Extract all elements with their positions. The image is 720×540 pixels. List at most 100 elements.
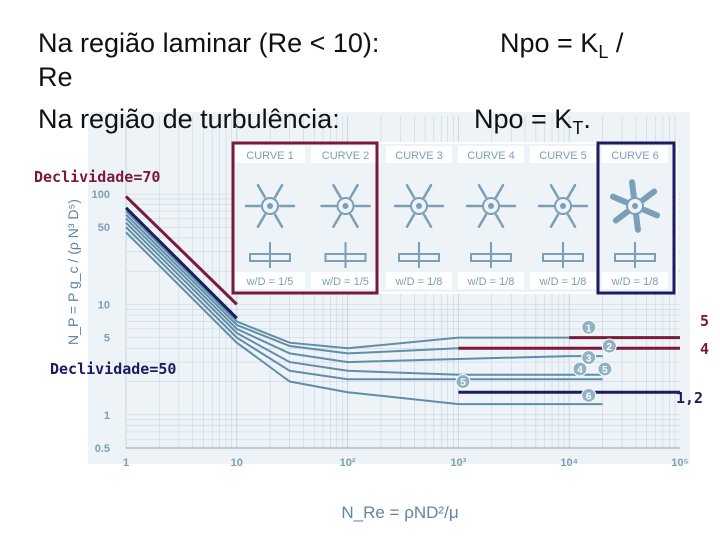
axis-labels: N_Re = ρND²/μ N_P = P g_c / (ρ N³ D⁵) (65, 199, 459, 522)
laminar-label: Na região laminar (Re < 10): (38, 28, 380, 58)
impeller-blade-icon (629, 179, 637, 200)
impeller-hub-icon (482, 197, 500, 215)
impeller-blade-icon (566, 183, 577, 199)
impeller-ratio-label: w/D = 1/8 (395, 276, 443, 288)
impeller-side-blade-icon (249, 253, 291, 262)
header-line-1: Na região laminar (Re < 10): (38, 28, 379, 58)
impeller-ratio-box (530, 272, 596, 289)
curve-marker (601, 338, 617, 354)
x-tick-label: 1 (123, 457, 129, 469)
curve-marker-label: 4 (577, 365, 583, 376)
impeller-blade-icon (332, 213, 342, 229)
curve-marker-label: 3 (586, 354, 592, 365)
header-line-1-right: Npo = KL / (500, 28, 623, 67)
curve-marker (597, 361, 613, 377)
turbulent-formula-suffix: . (583, 104, 591, 134)
impeller-group-highlight-red (231, 141, 379, 295)
laminar-re: Re (38, 62, 73, 92)
y-tick-label: 5 (104, 333, 110, 345)
curve-marker-label: 5 (460, 378, 466, 389)
turbulent-formula-sub: T (572, 118, 584, 138)
impeller-curve-label: CURVE 4 (467, 150, 514, 162)
impeller-blade-icon (609, 193, 629, 206)
impeller-shaft-icon (488, 203, 494, 209)
impeller-side-blade-icon (542, 253, 584, 262)
impeller-panel-bg (232, 142, 678, 294)
impeller-blade-icon (422, 183, 433, 199)
overlay-line (124, 206, 238, 320)
y-tick-label: 1 (104, 410, 110, 422)
impeller-curve-label: CURVE 1 (246, 150, 293, 162)
curve-marker (572, 361, 588, 377)
impeller-group-highlight-navy (596, 141, 676, 295)
curve-marker (581, 319, 597, 335)
impeller-ratio-box (386, 272, 452, 289)
impeller-header-box (311, 146, 380, 163)
impeller-header-box (530, 146, 596, 163)
curve-marker (455, 374, 471, 390)
laminar-formula: Npo = K (500, 28, 599, 58)
impeller-ratio-label: w/D = 1/5 (246, 276, 294, 288)
x-tick-label: 10 (231, 457, 243, 469)
x-axis-label: N_Re = ρND²/μ (341, 503, 458, 522)
impeller-ratio-label: w/D = 1/8 (539, 276, 587, 288)
x-tick-label: 10² (340, 457, 356, 469)
curve-marker (581, 387, 597, 403)
impeller-blade-icon (256, 183, 267, 199)
impeller-curve-label: CURVE 3 (395, 150, 442, 162)
header-line-3-right: Npo = KT. (474, 104, 591, 143)
laminar-formula-suffix: / (608, 28, 624, 58)
slope-70-label: Declividade=70 (34, 168, 161, 186)
impeller-shaft-icon (632, 203, 638, 209)
impeller-blade-icon (549, 183, 560, 199)
impeller-blade-icon (332, 183, 342, 199)
impeller-blade-icon (405, 183, 416, 199)
impeller-ratio-label: w/D = 1/8 (611, 276, 659, 288)
curve-markers: 1 2 34 5 5 6 (455, 319, 617, 403)
x-tick-label: 10⁴ (560, 457, 578, 469)
impeller-blade-icon (477, 213, 488, 229)
axis-ticks: 1 10 10² 10³ 10⁴ 10⁵ 0.5 1 5 10 50 100 (92, 189, 689, 469)
impeller-side-blade-icon (398, 253, 440, 262)
impeller-side-blade-icon (324, 253, 367, 262)
impeller-hub-icon (261, 197, 279, 215)
x-tick-label: 10⁵ (671, 457, 688, 469)
impeller-side-blade-icon (614, 253, 656, 262)
right-label-12: 1,2 (676, 389, 704, 407)
impeller-hub-icon (554, 197, 572, 215)
chart-overlays (124, 195, 680, 394)
curve-6 (125, 231, 603, 406)
curve-marker-label: 6 (586, 391, 592, 402)
turbulent-label: Na região de turbulência: (38, 104, 340, 134)
header-line-2: Re (38, 62, 73, 92)
curve-5 (125, 226, 603, 381)
impeller-shaft-icon (416, 203, 422, 209)
impeller-blade-icon (641, 206, 661, 219)
y-tick-label: 100 (92, 189, 110, 201)
impeller-curve-label: CURVE 6 (611, 150, 658, 162)
impeller-panel: CURVE 1 w/D = 1/5 CURVE 2 w/D = 1/5 CURVE 3 w… (231, 141, 678, 295)
curve-marker (581, 350, 597, 366)
impeller-blade-icon (273, 183, 284, 199)
impeller-hub-icon (336, 197, 355, 215)
overlay-line (124, 195, 238, 306)
impeller-ratio-label: w/D = 1/5 (321, 276, 369, 288)
curve-4 (125, 221, 603, 376)
impeller-shaft-icon (267, 203, 273, 209)
impeller-ratio-label: w/D = 1/8 (467, 276, 515, 288)
y-axis-label: N_P = P g_c / (ρ N³ D⁵) (65, 199, 81, 345)
impeller-blade-icon (612, 209, 631, 224)
curve-3 (125, 217, 603, 364)
impeller-blade-icon (256, 213, 267, 229)
impeller-blade-icon (349, 213, 359, 229)
impeller-blade-icon (633, 212, 641, 233)
impeller-blade-icon (422, 213, 433, 229)
impeller-header-box (235, 146, 305, 163)
impeller-ratio-box (458, 272, 524, 289)
impeller-blade-icon (639, 188, 658, 203)
right-label-4: 4 (700, 340, 710, 358)
impeller-blade-icon (349, 183, 359, 199)
y-tick-label: 10 (98, 299, 110, 311)
impeller-blade-icon (405, 213, 416, 229)
